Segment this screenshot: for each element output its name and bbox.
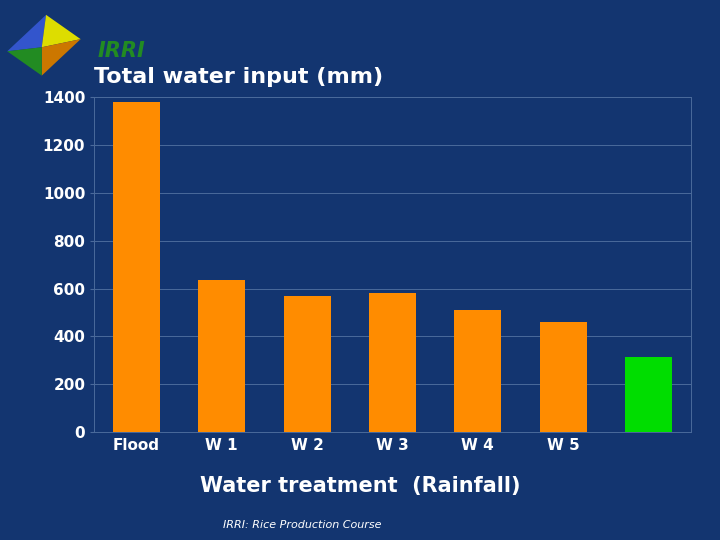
Polygon shape — [7, 15, 46, 51]
Text: IRRI: Rice Production Course: IRRI: Rice Production Course — [223, 520, 382, 530]
Bar — [540, 322, 587, 432]
Text: IRRI: IRRI — [97, 41, 145, 62]
Bar — [113, 102, 160, 432]
Bar — [369, 293, 416, 432]
Bar — [454, 310, 501, 432]
Polygon shape — [42, 15, 81, 47]
Text: Water treatment  (Rainfall): Water treatment (Rainfall) — [199, 476, 521, 496]
Polygon shape — [42, 39, 81, 76]
Polygon shape — [7, 47, 42, 76]
Text: Total water input (mm): Total water input (mm) — [94, 68, 383, 87]
Bar — [625, 357, 672, 432]
Bar — [284, 296, 330, 432]
Bar — [198, 280, 245, 432]
